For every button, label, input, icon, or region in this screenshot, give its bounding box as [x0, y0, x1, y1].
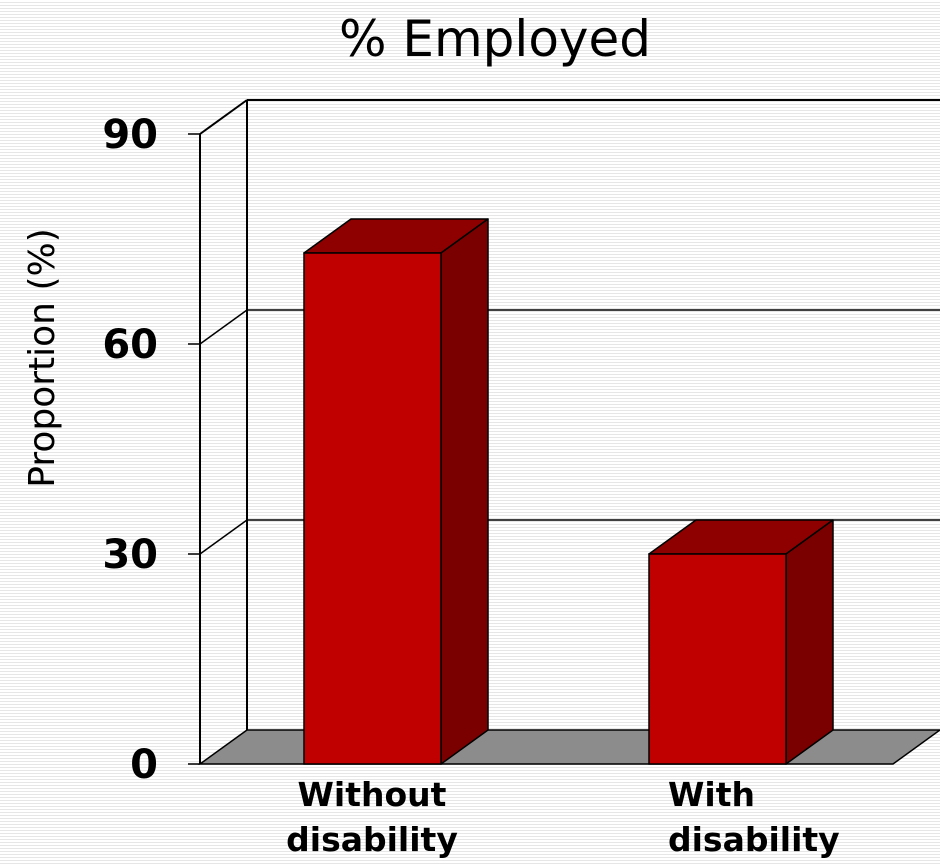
bar-side: [785, 519, 834, 765]
chart-title: % Employed: [339, 10, 651, 68]
x-tick-label: Without: [298, 775, 447, 814]
bar: [303, 252, 442, 765]
x-tick-label: With: [668, 775, 755, 814]
gridline-side: [199, 519, 248, 555]
bar-side: [440, 218, 489, 765]
gridline-side: [199, 309, 248, 345]
x-tick-label: disability: [286, 820, 458, 859]
x-tick-label: disability: [668, 820, 840, 859]
side-wall-top-edge: [199, 99, 248, 135]
y-tick-label: 90: [102, 112, 158, 158]
y-axis-label: Proportion (%): [22, 228, 63, 488]
y-tick-label: 0: [130, 742, 158, 788]
plot-area: 0 30 60 90 Without disability With disability: [102, 99, 940, 859]
y-tick-label: 30: [102, 532, 158, 578]
bar: [648, 553, 787, 765]
y-tick-label: 60: [102, 322, 158, 368]
